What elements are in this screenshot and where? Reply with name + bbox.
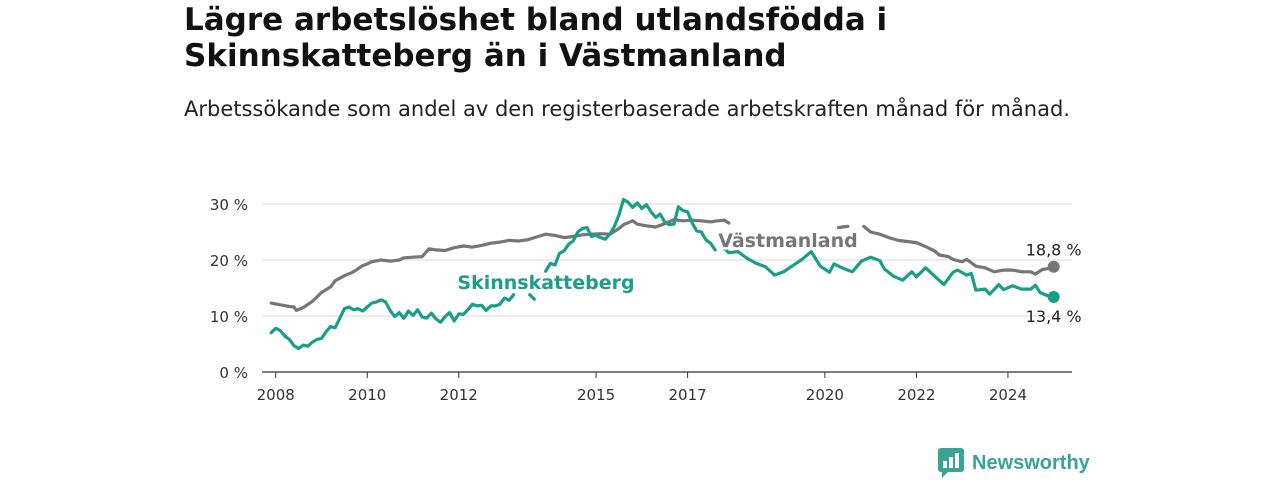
end-value-label-västmanland: 18,8 % (1026, 241, 1082, 260)
x-tick-label: 2010 (348, 386, 386, 404)
series-labels: 18,8 % 13,4 % Västmanland Skinnskatteberg (455, 228, 1082, 326)
y-axis-ticks: 0 % 10 % 20 % 30 % (210, 196, 248, 382)
x-tick-label: 2008 (257, 386, 295, 404)
chart-subtitle: Arbetssökande som andel av den registerb… (184, 97, 1070, 121)
bar-chart-logo-icon (938, 448, 964, 478)
y-tick-label: 0 % (219, 364, 248, 382)
end-value-label-skinnskatteberg: 13,4 % (1026, 307, 1082, 326)
newsworthy-logo: Newsworthy (938, 448, 1090, 478)
x-tick-label: 2017 (668, 386, 706, 404)
x-tick-label: 2024 (989, 386, 1027, 404)
chart-title: Lägre arbetslöshet bland utlandsfödda i … (184, 2, 888, 74)
y-tick-label: 20 % (210, 252, 248, 270)
series-name-label-skinnskatteberg: Skinnskatteberg (457, 272, 634, 294)
y-tick-label: 10 % (210, 308, 248, 326)
x-tick-label: 2015 (577, 386, 615, 404)
x-axis-ticks: 2008 2010 2012 2015 2017 2020 2022 2024 (257, 372, 1027, 404)
series-lines (269, 197, 1060, 351)
series-line-västmanland (269, 218, 1056, 312)
x-tick-label: 2022 (897, 386, 935, 404)
x-tick-label: 2012 (440, 386, 478, 404)
grid-lines (262, 203, 1072, 373)
brand-name: Newsworthy (972, 451, 1090, 474)
end-point-västmanland (1047, 260, 1060, 273)
end-point-skinnskatteberg (1047, 290, 1060, 303)
series-name-label-västmanland: Västmanland (718, 230, 858, 252)
series-line-skinnskatteberg (269, 197, 1056, 351)
x-tick-label: 2020 (806, 386, 844, 404)
y-tick-label: 30 % (210, 196, 248, 214)
